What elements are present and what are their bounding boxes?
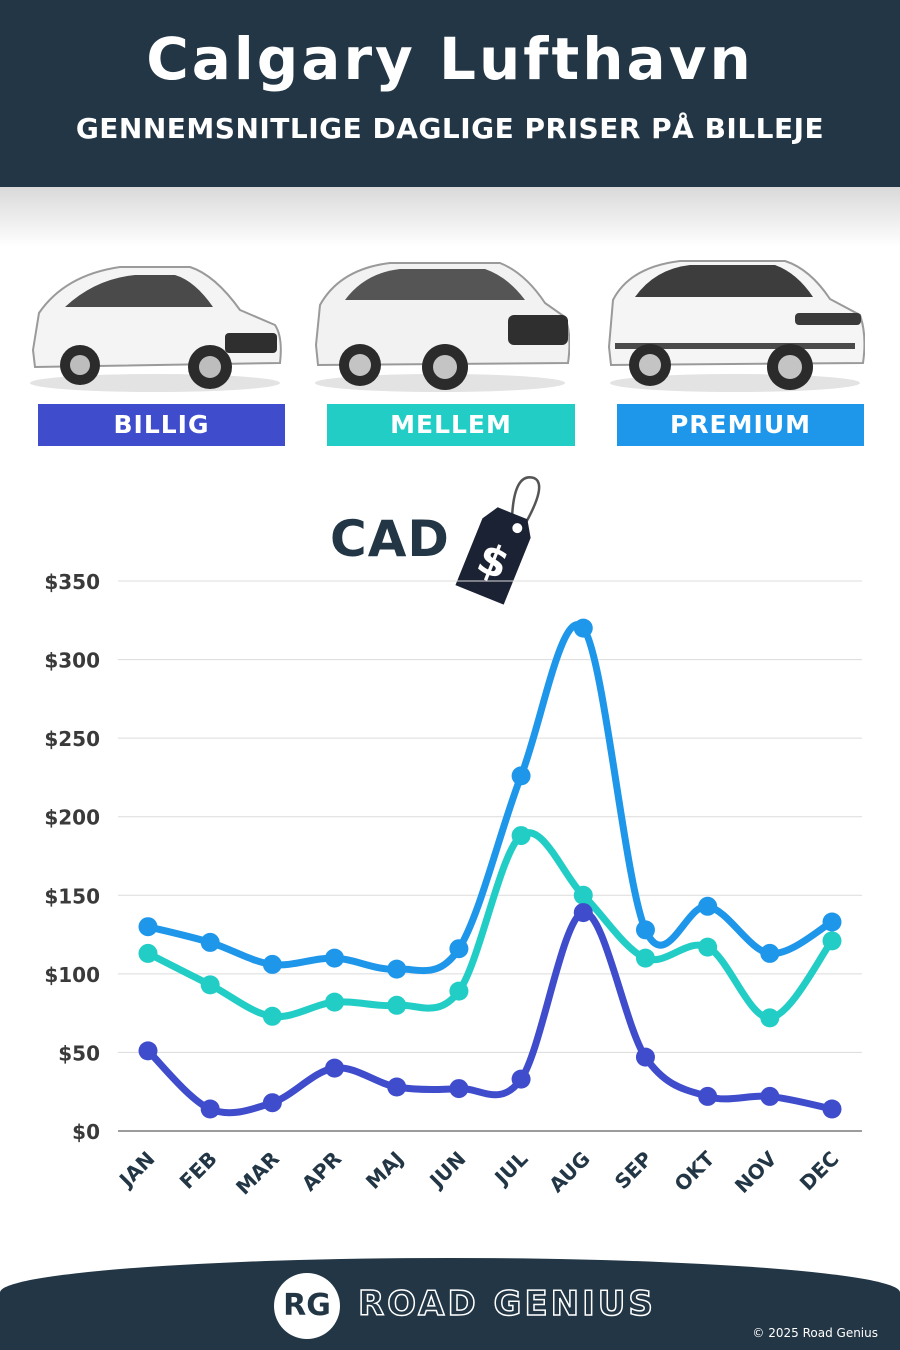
y-tick-label: $300 [44, 649, 100, 673]
data-point-premium [449, 939, 469, 959]
category-badge-premium: PREMIUM [617, 404, 864, 446]
copyright: © 2025 Road Genius [752, 1326, 878, 1340]
data-point-premium [698, 896, 718, 916]
data-point-mellem [449, 981, 469, 1001]
data-point-billig [760, 1086, 780, 1106]
x-tick-label: OKT [670, 1146, 720, 1196]
data-point-billig [822, 1099, 842, 1119]
data-point-premium [573, 618, 593, 638]
data-point-premium [511, 766, 531, 786]
data-point-premium [635, 920, 655, 940]
logo-text: ROAD GENIUS [357, 1283, 656, 1325]
data-point-billig [635, 1047, 655, 1067]
logo-circle: RG [274, 1273, 340, 1339]
page-subtitle: GENNEMSNITLIGE DAGLIGE PRISER PÅ BILLEJE [75, 112, 825, 145]
data-point-mellem [387, 995, 407, 1015]
x-tick-label: SEP [610, 1147, 657, 1194]
x-tick-label: JUL [488, 1146, 532, 1190]
data-point-billig [262, 1093, 282, 1113]
data-point-billig [387, 1077, 407, 1097]
suv-car-icon [314, 262, 570, 392]
x-tick-label: JAN [113, 1147, 159, 1193]
category-badge-mellem: MELLEM [327, 404, 575, 446]
data-point-mellem [635, 948, 655, 968]
currency-label: CAD [330, 510, 450, 568]
data-point-premium [387, 959, 407, 979]
data-point-mellem [262, 1006, 282, 1026]
y-tick-label: $250 [44, 727, 100, 751]
x-tick-label: DEC [795, 1147, 844, 1196]
x-tick-label: APR [297, 1147, 346, 1196]
data-point-premium [262, 954, 282, 974]
data-point-premium [822, 912, 842, 932]
data-point-premium [138, 917, 158, 937]
data-point-mellem [698, 937, 718, 957]
x-tick-label: MAJ [361, 1147, 408, 1194]
x-tick-label: AUG [544, 1147, 595, 1198]
data-point-billig [698, 1086, 718, 1106]
y-tick-label: $350 [44, 570, 100, 594]
price-line-chart: $0 $50 $100 $150 $200 $250 $300 $350 JAN FEB MAR AP… [44, 570, 862, 1200]
data-point-premium [200, 932, 220, 952]
y-tick-label: $50 [58, 1041, 100, 1065]
data-point-billig [200, 1099, 220, 1119]
data-point-mellem [325, 992, 345, 1012]
category-badge-billig: BILLIG [38, 404, 285, 446]
data-point-mellem [760, 1008, 780, 1028]
data-point-mellem [200, 975, 220, 995]
y-tick-label: $200 [44, 806, 100, 830]
data-point-mellem [138, 943, 158, 963]
data-point-premium [760, 943, 780, 963]
header-shadow [0, 187, 900, 247]
x-tick-label: FEB [175, 1147, 222, 1194]
x-tick-label: JUN [423, 1147, 470, 1194]
data-point-mellem [822, 931, 842, 951]
y-tick-label: $0 [72, 1120, 100, 1144]
premium-suv-car-icon [607, 260, 865, 392]
data-point-billig [511, 1069, 531, 1089]
y-tick-label: $100 [44, 963, 100, 987]
price-tag-icon: $ [455, 476, 541, 605]
x-tick-label: NOV [730, 1146, 782, 1198]
series-line-billig [144, 909, 836, 1117]
data-point-premium [325, 948, 345, 968]
x-tick-label: MAR [231, 1147, 284, 1200]
data-point-billig [138, 1041, 158, 1061]
page-title: Calgary Lufthavn [146, 25, 754, 93]
header: Calgary Lufthavn GENNEMSNITLIGE DAGLIGE … [0, 0, 900, 187]
data-point-billig [325, 1058, 345, 1078]
data-point-billig [449, 1079, 469, 1099]
data-point-mellem [511, 826, 531, 846]
data-point-billig [573, 903, 593, 923]
hatchback-car-icon [30, 266, 282, 392]
footer [0, 1258, 900, 1350]
data-point-mellem [573, 885, 593, 905]
y-tick-label: $150 [44, 884, 100, 908]
